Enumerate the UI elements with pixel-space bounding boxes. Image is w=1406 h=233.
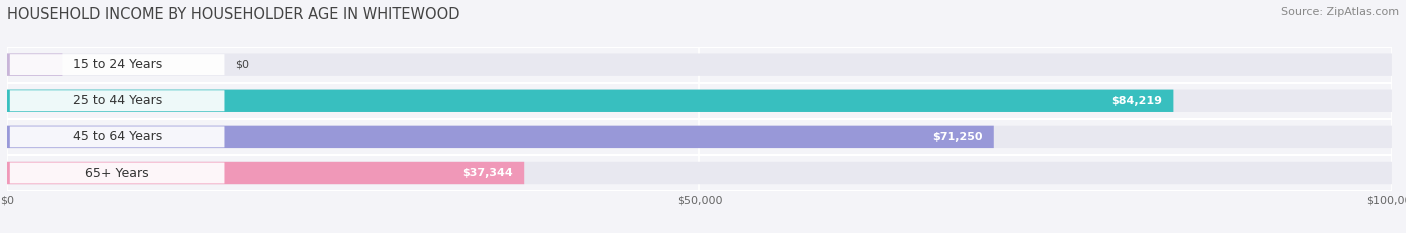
Text: 45 to 64 Years: 45 to 64 Years (73, 130, 162, 143)
Text: 15 to 24 Years: 15 to 24 Years (73, 58, 162, 71)
FancyBboxPatch shape (7, 89, 1392, 112)
FancyBboxPatch shape (7, 162, 524, 184)
FancyBboxPatch shape (7, 162, 1392, 184)
FancyBboxPatch shape (7, 53, 1392, 76)
Text: HOUSEHOLD INCOME BY HOUSEHOLDER AGE IN WHITEWOOD: HOUSEHOLD INCOME BY HOUSEHOLDER AGE IN W… (7, 7, 460, 22)
Text: $0: $0 (236, 60, 249, 70)
FancyBboxPatch shape (10, 54, 225, 75)
FancyBboxPatch shape (7, 126, 1392, 148)
Text: $37,344: $37,344 (463, 168, 513, 178)
Text: 65+ Years: 65+ Years (86, 167, 149, 179)
Text: $71,250: $71,250 (932, 132, 983, 142)
Text: 25 to 44 Years: 25 to 44 Years (73, 94, 162, 107)
FancyBboxPatch shape (10, 127, 225, 147)
FancyBboxPatch shape (10, 163, 225, 183)
FancyBboxPatch shape (7, 126, 994, 148)
FancyBboxPatch shape (7, 53, 62, 76)
FancyBboxPatch shape (7, 89, 1174, 112)
Text: $84,219: $84,219 (1111, 96, 1163, 106)
FancyBboxPatch shape (10, 90, 225, 111)
Text: Source: ZipAtlas.com: Source: ZipAtlas.com (1281, 7, 1399, 17)
